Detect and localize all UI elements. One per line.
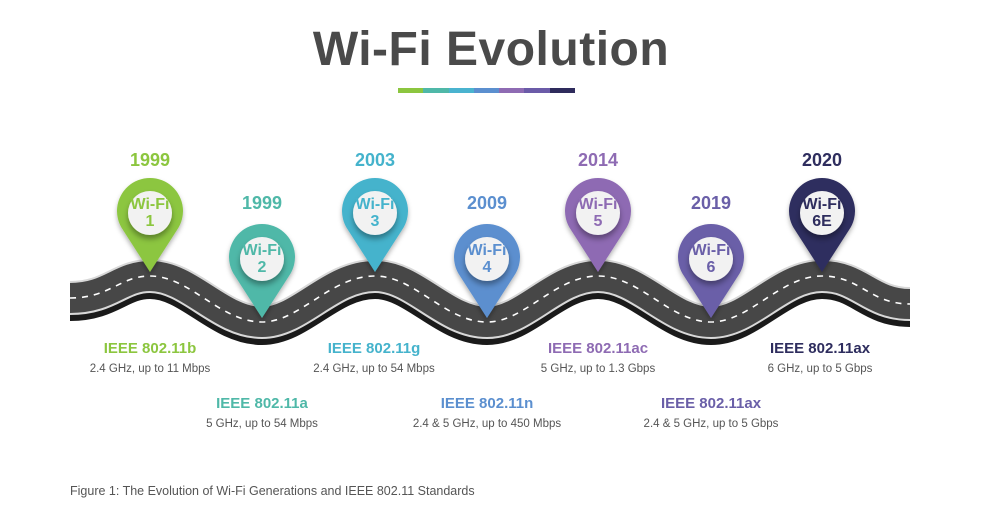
standard-name: IEEE 802.11n: [440, 395, 534, 412]
standard-name: IEEE 802.11g: [327, 340, 421, 357]
pin-inner-circle: [353, 191, 397, 235]
year-label: 2020: [801, 150, 843, 170]
color-segment: [549, 88, 575, 93]
generation-number: 1: [145, 213, 155, 230]
generation-label-wifi-6: Wi-Fi 6: [681, 242, 741, 276]
pin-inner-circle: [465, 237, 509, 281]
pin-inner-circle: [689, 237, 733, 281]
road-center-line: [69, 275, 911, 323]
year-label: 1999: [241, 193, 283, 213]
pin-inner-circle: [576, 191, 620, 235]
color-segment: [524, 88, 550, 93]
year-label: 1999: [129, 150, 171, 170]
standard-name: IEEE 802.11ax: [660, 395, 762, 412]
generation-number: 4: [482, 259, 492, 276]
generation-name: Wi-Fi: [130, 196, 170, 213]
title-color-bar: [398, 88, 575, 93]
standard-info-wifi-6e: IEEE 802.11ax 6 GHz, up to 5 Gbps: [710, 340, 930, 377]
generation-label-wifi-2: Wi-Fi 2: [232, 242, 292, 276]
page-title: Wi-Fi Evolution: [312, 23, 670, 76]
standard-spec: 2.4 & 5 GHz, up to 450 Mbps: [412, 418, 562, 430]
generation-number: 3: [370, 213, 380, 230]
year-label: 2003: [354, 150, 396, 170]
figure-caption: Figure 1: The Evolution of Wi-Fi Generat…: [70, 484, 475, 498]
generation-label-wifi-5: Wi-Fi 5: [568, 196, 628, 230]
standard-name: IEEE 802.11ac: [547, 340, 649, 357]
pin-inner-circle: [128, 191, 172, 235]
color-segment: [423, 88, 449, 93]
generation-name: Wi-Fi: [802, 196, 842, 213]
color-segment: [398, 88, 424, 93]
generation-label-wifi-4: Wi-Fi 4: [457, 242, 517, 276]
standard-spec: 2.4 GHz, up to 11 Mbps: [89, 363, 211, 375]
year-label: 2014: [577, 150, 619, 170]
generation-name: Wi-Fi: [355, 196, 395, 213]
standard-info-wifi-3: IEEE 802.11g 2.4 GHz, up to 54 Mbps: [264, 340, 484, 377]
standard-spec: 2.4 GHz, up to 54 Mbps: [313, 363, 435, 375]
standard-name: IEEE 802.11ax: [769, 340, 871, 357]
pin-inner-circle: [800, 191, 844, 235]
generation-name: Wi-Fi: [578, 196, 618, 213]
generation-label-wifi-6e: Wi-Fi 6E: [792, 196, 852, 230]
standard-spec: 6 GHz, up to 5 Gbps: [767, 363, 873, 375]
standard-spec: 5 GHz, up to 1.3 Gbps: [540, 363, 656, 375]
pin-inner-circle: [240, 237, 284, 281]
standard-info-wifi-1: IEEE 802.11b 2.4 GHz, up to 11 Mbps: [40, 340, 260, 377]
generation-label-wifi-1: Wi-Fi 1: [120, 196, 180, 230]
generation-name: Wi-Fi: [467, 242, 507, 259]
generation-name: Wi-Fi: [242, 242, 282, 259]
generation-number: 5: [593, 213, 603, 230]
standard-info-wifi-4: IEEE 802.11n 2.4 & 5 GHz, up to 450 Mbps: [377, 395, 597, 432]
standard-info-wifi-5: IEEE 802.11ac 5 GHz, up to 1.3 Gbps: [488, 340, 708, 377]
generation-name: Wi-Fi: [691, 242, 731, 259]
standard-info-wifi-6: IEEE 802.11ax 2.4 & 5 GHz, up to 5 Gbps: [601, 395, 821, 432]
generation-number: 2: [257, 259, 267, 276]
color-segment: [448, 88, 474, 93]
generation-number: 6: [706, 259, 716, 276]
standard-info-wifi-2: IEEE 802.11a 5 GHz, up to 54 Mbps: [152, 395, 372, 432]
year-label: 2019: [690, 193, 732, 213]
year-label: 2009: [466, 193, 508, 213]
color-segment: [499, 88, 525, 93]
color-segment: [473, 88, 500, 93]
standard-name: IEEE 802.11b: [103, 340, 197, 357]
standard-spec: 2.4 & 5 GHz, up to 5 Gbps: [643, 418, 779, 430]
standard-name: IEEE 802.11a: [216, 395, 308, 412]
generation-number: 6E: [812, 213, 832, 230]
generation-label-wifi-3: Wi-Fi 3: [345, 196, 405, 230]
standard-spec: 5 GHz, up to 54 Mbps: [206, 418, 318, 430]
